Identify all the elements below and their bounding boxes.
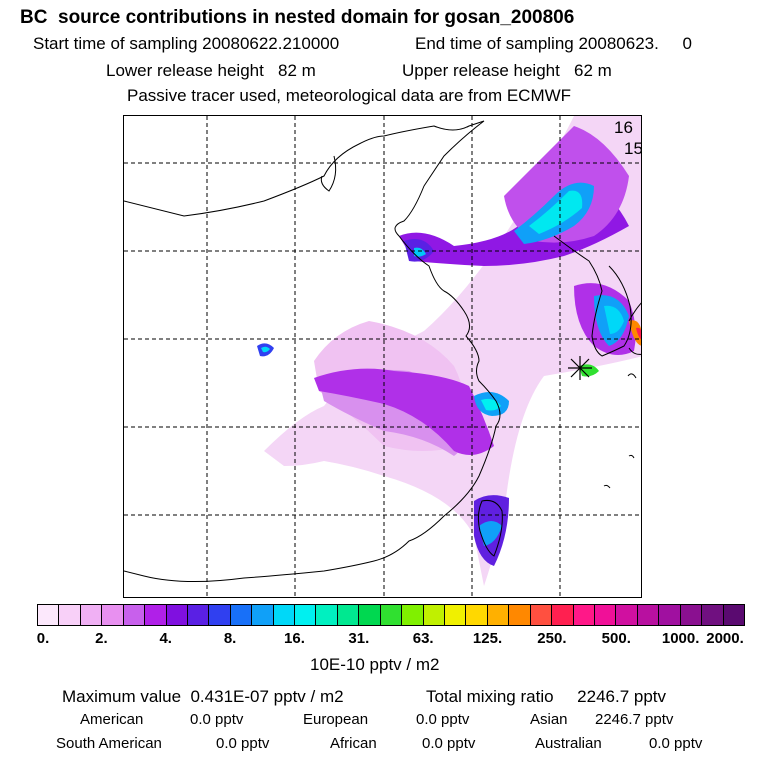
colorbar-tick-label: 16. xyxy=(284,630,305,647)
coastline-taiwan xyxy=(477,500,503,557)
core-northeast-cyan xyxy=(529,190,583,234)
colorbar-cell xyxy=(616,605,638,625)
colorbar-cell xyxy=(102,605,124,625)
colorbar-cell xyxy=(445,605,467,625)
colorbar-cell xyxy=(552,605,574,625)
colorbar-cell xyxy=(80,605,103,625)
colorbar-cell xyxy=(252,605,274,625)
map-corner-label-16: 16 xyxy=(614,118,633,137)
colorbar-cell xyxy=(466,605,488,625)
map-corner-label-15: 15 xyxy=(624,139,642,158)
coastline-islands-2 xyxy=(603,484,611,489)
colorbar-cell xyxy=(337,605,360,625)
receptor-star-icon xyxy=(568,356,592,380)
map-canvas: 16 15 xyxy=(124,116,642,597)
colorbar-tick-label: 1000. xyxy=(661,630,700,647)
colorbar-cell xyxy=(273,605,296,625)
colorbar-tick-label: 500. xyxy=(601,630,631,647)
start-time-label: Start time of sampling 20080622.210000 xyxy=(33,34,340,53)
colorbar-cell xyxy=(487,605,510,625)
african-value: 0.0 pptv xyxy=(422,735,476,752)
american-value: 0.0 pptv xyxy=(190,711,244,728)
colorbar-cell xyxy=(295,605,317,625)
colorbar-cell xyxy=(594,605,617,625)
colorbar-cell xyxy=(509,605,531,625)
colorbar-cell xyxy=(145,605,167,625)
colorbar-cell xyxy=(38,605,60,625)
colorbar-cell xyxy=(59,605,81,625)
core-receptor-spot xyxy=(579,364,599,377)
colorbar-cell xyxy=(380,605,403,625)
colorbar-cell xyxy=(402,605,424,625)
grid-lines xyxy=(124,116,641,597)
end-time-label: End time of sampling 20080623. 0 xyxy=(415,34,692,53)
concentration-field xyxy=(257,116,641,586)
total-mixing-ratio-label: Total mixing ratio 2246.7 pptv xyxy=(426,687,667,706)
core-west-spot-cyan xyxy=(261,346,270,353)
south-american-value: 0.0 pptv xyxy=(216,735,270,752)
tracer-info-label: Passive tracer used, meteorological data… xyxy=(127,86,572,105)
colorbar-cell xyxy=(187,605,210,625)
australian-value: 0.0 pptv xyxy=(649,735,703,752)
colorbar-cell xyxy=(530,605,553,625)
colorbar-tick-label: 250. xyxy=(537,630,567,647)
plume-purple-band xyxy=(314,368,494,455)
concentration-map: 16 15 xyxy=(123,115,642,598)
colorbar-cell xyxy=(123,605,146,625)
colorbar-cell xyxy=(359,605,381,625)
coastline-korea xyxy=(553,235,632,357)
coastline-islands-3 xyxy=(627,373,637,379)
colorbar-tick-label: 4. xyxy=(159,630,172,647)
colorbar-cell xyxy=(209,605,231,625)
colorbar-cell xyxy=(637,605,660,625)
colorbar-cell xyxy=(316,605,338,625)
lower-release-height-label: Lower release height 82 m xyxy=(106,61,316,80)
american-label: American xyxy=(80,711,144,728)
hotspot-east-red xyxy=(636,327,641,340)
colorbar-cell xyxy=(659,605,681,625)
european-label: European xyxy=(303,711,369,728)
colorbar-tick-label: 125. xyxy=(472,630,503,647)
colorbar-cell xyxy=(166,605,188,625)
colorbar-tick-label: 2. xyxy=(95,630,108,647)
colorbar-tick-label: 8. xyxy=(223,630,237,647)
colorbar-cell xyxy=(680,605,703,625)
colorbar-tick-label: 2000. xyxy=(706,630,744,647)
australian-label: Australian xyxy=(535,735,602,752)
south-american-label: South American xyxy=(56,735,162,752)
coastline-northwest xyxy=(320,155,337,192)
asian-value: 2246.7 pptv xyxy=(595,711,674,728)
core-taiwan xyxy=(479,521,502,546)
colorbar-units-label: 10E-10 pptv / m2 xyxy=(310,655,440,674)
colorbar-tick-label: 0. xyxy=(36,630,50,647)
plume-northeast xyxy=(504,126,629,243)
coastline-islands-1 xyxy=(628,454,635,459)
african-label: African xyxy=(330,735,377,752)
core-beijing-cyan xyxy=(414,247,426,257)
maximum-value-label: Maximum value 0.431E-07 pptv / m2 xyxy=(62,687,344,706)
colorbar-cell xyxy=(423,605,446,625)
colorbar-cell xyxy=(723,605,744,625)
coastlines xyxy=(124,120,641,583)
colorbar xyxy=(37,604,745,626)
colorbar-cell xyxy=(702,605,724,625)
core-korea-cyan xyxy=(604,305,624,334)
colorbar-cell xyxy=(573,605,595,625)
upper-release-height-label: Upper release height 62 m xyxy=(402,61,612,80)
coastline-japan xyxy=(628,302,641,355)
asian-label: Asian xyxy=(530,711,568,728)
colorbar-tick-label: 31. xyxy=(348,630,370,647)
colorbar-tick-label: 63. xyxy=(412,630,434,647)
plot-title: BC source contributions in nested domain… xyxy=(20,7,575,28)
european-value: 0.0 pptv xyxy=(416,711,470,728)
coastline-mainland xyxy=(124,120,501,583)
colorbar-cell xyxy=(230,605,253,625)
